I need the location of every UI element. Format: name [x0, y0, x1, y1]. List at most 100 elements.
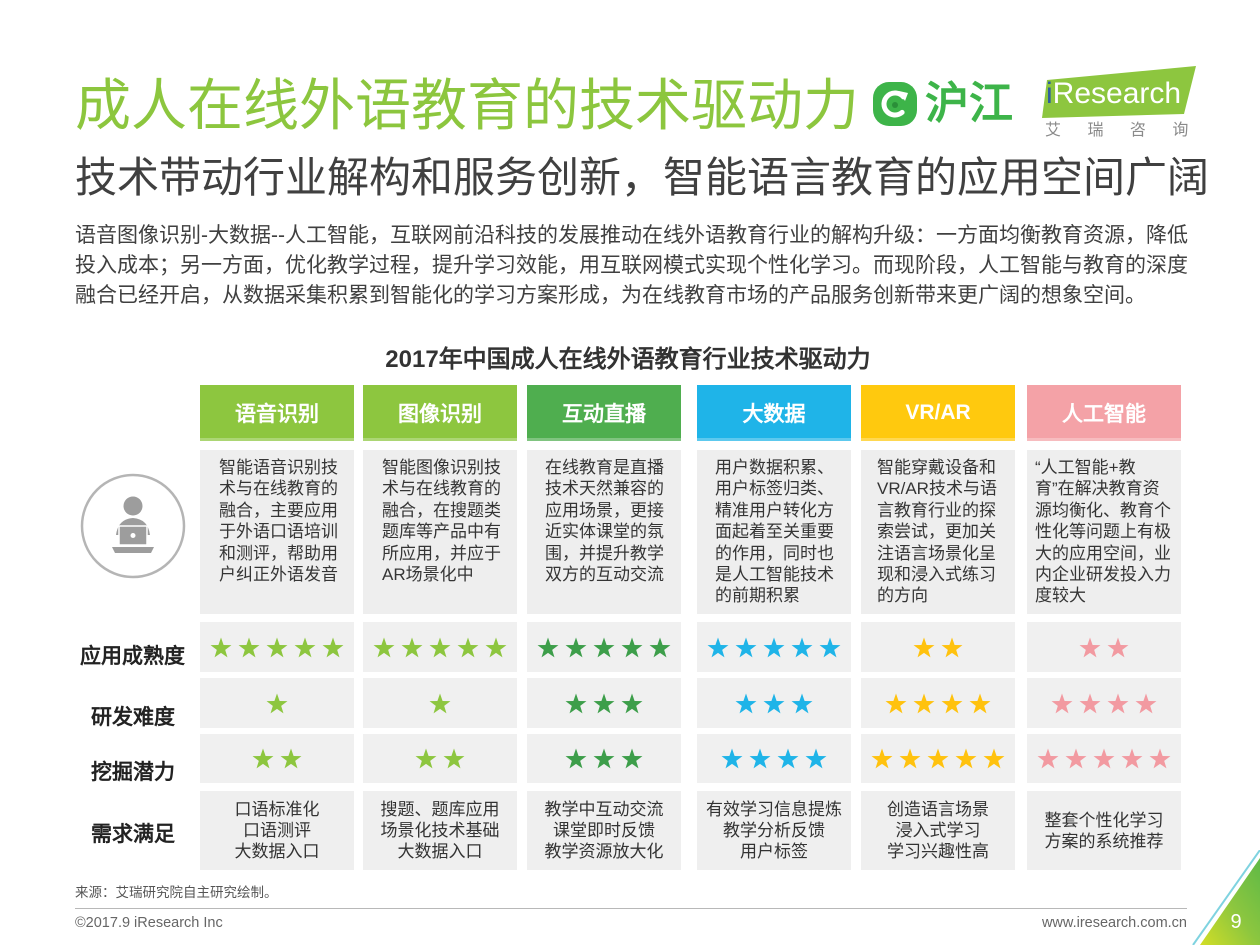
demand-line: 场景化技术基础: [380, 821, 500, 840]
intro-line: 语音图像识别-大数据--人工智能，互联网前沿科技的发展推动在线外语教育行业的解构…: [75, 224, 1188, 247]
difficulty-rating-big-data: [697, 678, 851, 728]
demand-line: 学习兴趣性高: [887, 842, 989, 861]
demand-line: 教学分析反馈: [723, 821, 825, 840]
column-description-artificial-intelligence: “人工智能+教 育”在解决教育资 源均衡化、教育个 性化等问题上有极 大的应用空间，业内…: [1027, 450, 1181, 614]
star-icon: [252, 748, 274, 769]
star-icon: [294, 637, 316, 657]
row-label-potential: 挖掘潜力: [91, 761, 175, 784]
iresearch-logo-chinese: 艾 瑞 咨 询: [1045, 122, 1200, 139]
star-icon: [621, 693, 643, 713]
description-line: 用户标签归类、: [715, 479, 834, 499]
description-line: 智能图像识别技: [382, 458, 501, 477]
demand-big-data: 有效学习信息提炼 教学分析反馈 用户标签: [697, 791, 851, 870]
row-label-difficulty: 研发难度: [91, 706, 175, 729]
star-icon: [927, 748, 949, 769]
demand-line: 教学中互动交流: [544, 800, 664, 819]
star-icon: [707, 637, 729, 657]
description-line: 所应用，并应于: [382, 543, 501, 563]
difficulty-rating-live-streaming: [527, 678, 681, 728]
description-line: 围，并提升教学: [545, 543, 664, 563]
description-line: 智能穿戴设备和: [877, 458, 996, 477]
description-line: VR/AR技术与语: [877, 479, 997, 499]
star-icon: [593, 693, 615, 713]
potential-rating-image-recognition: [363, 734, 517, 783]
potential-rating-artificial-intelligence: [1027, 734, 1181, 783]
footer-divider: [75, 908, 1187, 909]
difficulty-rating-speech-recognition: [200, 678, 354, 728]
website-url: www.iresearch.com.cn: [1041, 915, 1187, 931]
description-line: 面起着至关重要: [715, 522, 834, 542]
description-line: 索尝试，更加关: [877, 522, 996, 542]
star-icon: [983, 748, 1005, 769]
description-line: 术与在线教育的: [382, 479, 501, 499]
demand-speech-recognition: 口语标准化 口语测评 大数据入口: [200, 791, 354, 870]
demand-line: 教学资源放大化: [544, 842, 664, 861]
corner-decoration: [1192, 850, 1260, 945]
star-icon: [885, 693, 907, 713]
star-icon: [941, 693, 963, 713]
description-line: 的作用，同时也: [715, 543, 834, 563]
description-line: 用户数据积累、: [715, 458, 834, 477]
row-label-demand: 需求满足: [91, 823, 175, 846]
intro-paragraph: 语音图像识别-大数据--人工智能，互联网前沿科技的发展推动在线外语教育行业的解构…: [75, 221, 1188, 311]
star-icon: [791, 637, 813, 657]
source-note: 来源：艾瑞研究院自主研究绘制。: [75, 885, 278, 900]
description-line: 技术天然兼容的: [545, 479, 664, 499]
star-icon: [955, 748, 977, 769]
star-icon: [913, 693, 935, 713]
star-icon: [266, 637, 288, 657]
page-title: 成人在线外语教育的技术驱动力: [75, 74, 859, 137]
demand-vr-ar: 创造语言场景 浸入式学习 学习兴趣性高: [861, 791, 1015, 870]
demand-line: 方案的系统推荐: [1044, 831, 1164, 851]
star-icon: [1037, 748, 1059, 769]
star-icon: [238, 637, 260, 657]
star-icon: [1149, 748, 1171, 769]
page-subtitle: 技术带动行业解构和服务创新，智能语言教育的应用空间广阔: [75, 154, 1210, 201]
table-title: 2017年中国成人在线外语教育行业技术驱动力: [385, 346, 871, 373]
description-line: 是人工智能技术: [715, 565, 834, 585]
star-icon: [1135, 693, 1157, 713]
description-line: 现和浸入式练习: [877, 565, 996, 585]
description-line: 户纠正外语发音: [219, 565, 338, 585]
description-line: 于外语口语培训: [219, 522, 338, 542]
description-line: 术与在线教育的: [219, 479, 338, 499]
demand-line: 搜题、题库应用: [380, 800, 500, 819]
star-icon: [1121, 748, 1143, 769]
star-icon: [969, 693, 991, 713]
star-icon: [593, 637, 615, 657]
star-icon: [1079, 637, 1101, 657]
description-line: 双方的互动交流: [545, 565, 664, 585]
star-icon: [429, 637, 451, 657]
demand-line: 有效学习信息提炼: [706, 800, 842, 819]
row-label-maturity: 应用成熟度: [80, 645, 185, 668]
star-icon: [485, 637, 507, 657]
star-icon: [621, 748, 643, 769]
description-line: 育”在解决教育资: [1035, 479, 1160, 499]
column-header-image-recognition: 图像识别: [363, 385, 517, 441]
potential-rating-live-streaming: [527, 734, 681, 783]
column-header-artificial-intelligence: 人工智能: [1027, 385, 1181, 441]
star-icon: [373, 637, 395, 657]
star-icon: [280, 748, 302, 769]
star-icon: [429, 693, 451, 713]
description-line: AR场景化中: [382, 565, 474, 585]
star-icon: [565, 693, 587, 713]
description-line: 题库等产品中有: [382, 522, 501, 542]
description-line: 内企业研发投入力: [1035, 565, 1171, 585]
iresearch-logo-banner: [1042, 66, 1196, 118]
star-icon: [805, 748, 827, 769]
description-line: 应用场景，更接: [545, 500, 664, 520]
star-icon: [777, 748, 799, 769]
demand-live-streaming: 教学中互动交流 课堂即时反馈 教学资源放大化: [527, 791, 681, 870]
star-icon: [735, 693, 757, 713]
demand-line: 创造语言场景: [887, 800, 989, 819]
column-header-speech-recognition: 语音识别: [200, 385, 354, 441]
intro-line: 融合已经开启，从数据采集积累到智能化的学习方案形成，为在线教育市场的产品服务创新…: [75, 284, 1146, 307]
difficulty-rating-artificial-intelligence: [1027, 678, 1181, 728]
description-line: 性化等问题上有极: [1035, 522, 1171, 542]
maturity-rating-speech-recognition: [200, 622, 354, 672]
demand-line: 大数据入口: [397, 842, 483, 861]
demand-line: 大数据入口: [234, 842, 320, 861]
description-line: 注语言场景化呈: [877, 543, 996, 563]
demand-line: 课堂即时反馈: [553, 821, 655, 840]
